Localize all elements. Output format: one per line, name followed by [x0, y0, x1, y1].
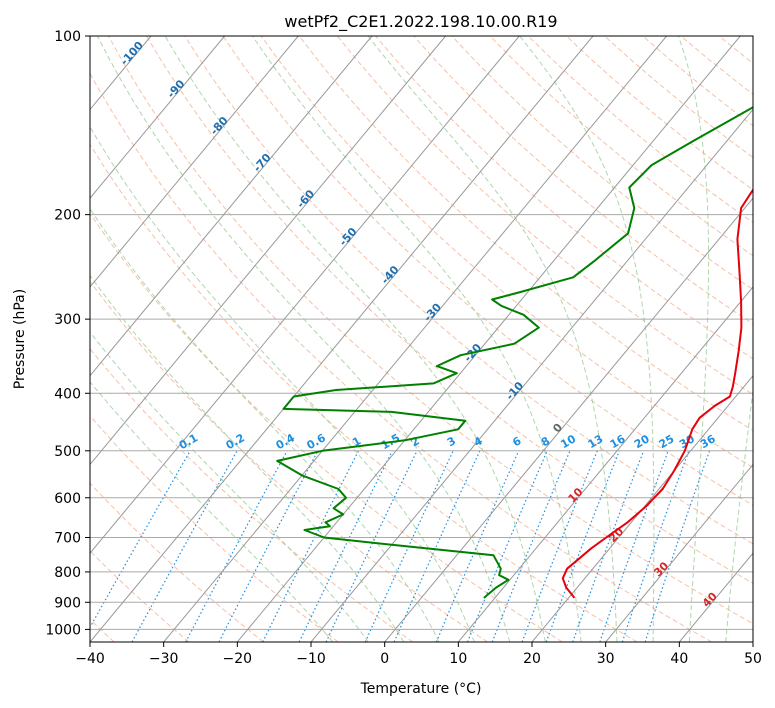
moist-adiabat-line: [252, 36, 582, 642]
mixing-ratio-line: [644, 450, 711, 642]
temperature-profile: [561, 187, 753, 599]
isotherm-line: [236, 36, 741, 642]
mixing-ratio-line: [521, 450, 598, 642]
x-tick-label: −20: [223, 651, 253, 667]
y-tick-label: 800: [54, 565, 81, 581]
mixing-ratio-line: [466, 450, 548, 642]
x-tick-label: −30: [149, 651, 179, 667]
isotherm-line: [310, 108, 753, 642]
x-tick-label: 0: [380, 651, 389, 667]
y-tick-label: 900: [54, 595, 81, 611]
moist-adiabat-line: [725, 386, 753, 642]
moist-adiabat-line: [90, 207, 440, 642]
x-axis: −40 −30 −20 −10 0 10 20 30 40 50: [75, 642, 762, 667]
dry-adiabat-line: [90, 482, 264, 642]
dry-adiabat-line: [90, 212, 563, 642]
y-tick-label: 1000: [45, 622, 81, 638]
isotherm-line: [90, 36, 520, 554]
y-axis-label: Pressure (hPa): [12, 289, 28, 389]
mixing-ratio-line: [599, 450, 669, 642]
isotherm-line: [384, 197, 753, 642]
dry-adiabat-line: [90, 72, 712, 642]
x-tick-label: 30: [597, 651, 615, 667]
moist-adiabats: [90, 36, 753, 642]
dry-adiabat-line: [413, 36, 753, 325]
isotherm-line: [90, 36, 373, 377]
x-tick-label: 40: [670, 651, 688, 667]
isotherm-line: [90, 36, 594, 642]
moist-adiabat-line: [519, 36, 655, 642]
y-tick-label: 500: [54, 444, 81, 460]
moist-adiabat-line: [164, 36, 546, 642]
dry-adiabats: [90, 36, 753, 642]
moist-adiabat-line: [367, 36, 618, 642]
isotherm-line: [90, 36, 299, 288]
sounding-profiles: [276, 106, 753, 599]
isotherm-line: [605, 463, 753, 642]
chart-title: wetPf2_C2E1.2022.198.10.00.R19: [284, 12, 557, 32]
moist-adiabat-line: [90, 331, 369, 642]
pressure-gridlines: [90, 36, 753, 630]
mixing-ratio-line: [393, 450, 481, 642]
mixing-ratio-line: [572, 450, 645, 642]
x-tick-label: 50: [744, 651, 762, 667]
x-axis-label: Temperature (°C): [360, 681, 482, 697]
mixing-ratio-line: [435, 450, 520, 642]
mixing-ratio-line: [621, 450, 690, 642]
dry-adiabat-line: [108, 36, 753, 625]
x-tick-label: 10: [449, 651, 467, 667]
dry-adiabat-line: [90, 143, 638, 642]
dry-adiabat-line: [260, 36, 753, 469]
dewpoint-profile: [276, 106, 753, 599]
moist-adiabat-line: [90, 274, 405, 642]
mixing-ratio-line: [298, 450, 393, 642]
moist-adiabat-line: [90, 125, 475, 642]
mixing-ratio-line: [545, 450, 620, 642]
moist-adiabat-line: [677, 36, 710, 642]
isotherm-line: [163, 36, 667, 642]
y-axis: 100 200 300 400 500 600 700 800 900 1000: [45, 29, 90, 638]
y-tick-label: 400: [54, 386, 81, 402]
moist-adiabat-line: [96, 36, 511, 642]
x-tick-label: −40: [75, 651, 105, 667]
isotherm-line: [90, 36, 225, 199]
isotherms: [90, 36, 753, 642]
x-tick-label: −10: [296, 651, 326, 667]
mixing-ratio-line: [262, 450, 360, 642]
isotherm-line: [90, 36, 446, 466]
dry-adiabat-line: [90, 280, 488, 642]
isotherm-line: [531, 374, 753, 642]
y-tick-label: 200: [54, 208, 81, 224]
plot-frame: [89, 35, 754, 643]
y-tick-label: 300: [54, 312, 81, 328]
mixing-ratio-lines: [90, 450, 711, 642]
x-tick-label: 20: [523, 651, 541, 667]
y-tick-label: 100: [54, 29, 81, 45]
y-tick-label: 700: [54, 531, 81, 547]
mixing-ratio-line: [185, 450, 288, 642]
dry-adiabat-line: [146, 36, 753, 584]
y-tick-label: 600: [54, 491, 81, 507]
isotherm-line: [457, 286, 753, 642]
dry-adiabat-line: [375, 36, 753, 360]
